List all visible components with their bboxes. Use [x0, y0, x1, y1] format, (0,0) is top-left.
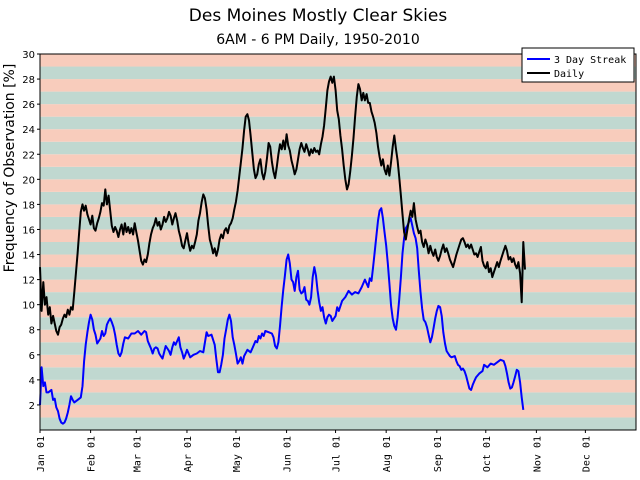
- chart-title: Des Moines Mostly Clear Skies: [189, 6, 448, 26]
- background-band: [40, 91, 636, 105]
- background-band: [40, 229, 636, 242]
- background-band: [40, 79, 636, 92]
- background-band: [40, 66, 636, 80]
- x-tick-label: Jan 01: [36, 436, 47, 472]
- series-lines: [39, 75, 526, 425]
- background-band: [40, 166, 636, 180]
- y-tick-label: 24: [22, 125, 35, 136]
- background-band: [40, 154, 636, 167]
- background-band: [40, 417, 636, 430]
- y-axis-label: Frequency of Observation [%]: [2, 64, 18, 273]
- series-line-3-day-streak: [39, 207, 525, 425]
- y-tick-label: 14: [22, 251, 35, 262]
- x-tick-label: Dec 01: [581, 436, 592, 472]
- y-tick-label: 20: [22, 175, 35, 186]
- background-band: [40, 179, 636, 192]
- y-tick-label: 10: [22, 301, 35, 312]
- x-tick-label: Feb 01: [87, 436, 98, 472]
- plot-frame: [39, 53, 637, 431]
- background-band: [40, 392, 636, 405]
- y-tick-label: 28: [22, 75, 35, 86]
- background-band: [40, 379, 636, 393]
- series-line-daily: [39, 75, 526, 336]
- x-tick-label: Sep 01: [433, 436, 444, 472]
- background-band: [40, 267, 636, 280]
- background-band: [40, 279, 636, 293]
- x-axis-ticks: Jan 01 Feb 01 Mar 01 Apr 01 May 01 Jun 01 Jul …: [36, 430, 592, 472]
- background-band: [40, 317, 636, 330]
- x-tick-label: Nov 01: [532, 436, 543, 472]
- background-band: [40, 367, 636, 380]
- y-tick-label: 30: [22, 50, 35, 61]
- legend-label-3-day-streak: 3 Day Streak: [554, 55, 626, 66]
- x-tick-label: May 01: [232, 436, 243, 472]
- x-tick-label: Jun 01: [283, 436, 294, 472]
- background-band: [40, 329, 636, 343]
- x-tick-label: Mar 01: [132, 436, 143, 472]
- y-tick-label: 8: [29, 326, 35, 337]
- y-tick-label: 18: [22, 200, 35, 211]
- x-tick-label: Oct 01: [482, 436, 493, 472]
- y-tick-label: 22: [22, 150, 35, 161]
- chart-subtitle: 6AM - 6 PM Daily, 1950-2010: [216, 32, 419, 48]
- background-band: [40, 292, 636, 305]
- background-band: [40, 342, 636, 355]
- y-tick-label: 16: [22, 225, 35, 236]
- background-band: [40, 54, 636, 67]
- y-tick-label: 2: [29, 401, 35, 412]
- legend: 3 Day Streak Daily: [521, 47, 635, 83]
- x-tick-label: Apr 01: [183, 436, 194, 472]
- x-tick-label: Jul 01: [332, 436, 343, 472]
- background-band: [40, 404, 636, 418]
- background-band: [40, 141, 636, 155]
- x-tick-label: Aug 01: [382, 436, 393, 472]
- background-bands: [40, 54, 636, 430]
- background-band: [40, 242, 636, 255]
- background-band: [40, 204, 636, 217]
- background-band: [40, 129, 636, 142]
- background-band: [40, 191, 636, 205]
- y-tick-label: 6: [29, 351, 35, 362]
- background-band: [40, 254, 636, 268]
- y-tick-label: 12: [22, 276, 35, 287]
- background-band: [40, 216, 636, 230]
- y-tick-label: 26: [22, 100, 35, 111]
- y-tick-label: 4: [29, 376, 35, 387]
- background-band: [40, 354, 636, 368]
- legend-box: [521, 47, 635, 83]
- legend-label-daily: Daily: [554, 69, 584, 80]
- background-band: [40, 116, 636, 130]
